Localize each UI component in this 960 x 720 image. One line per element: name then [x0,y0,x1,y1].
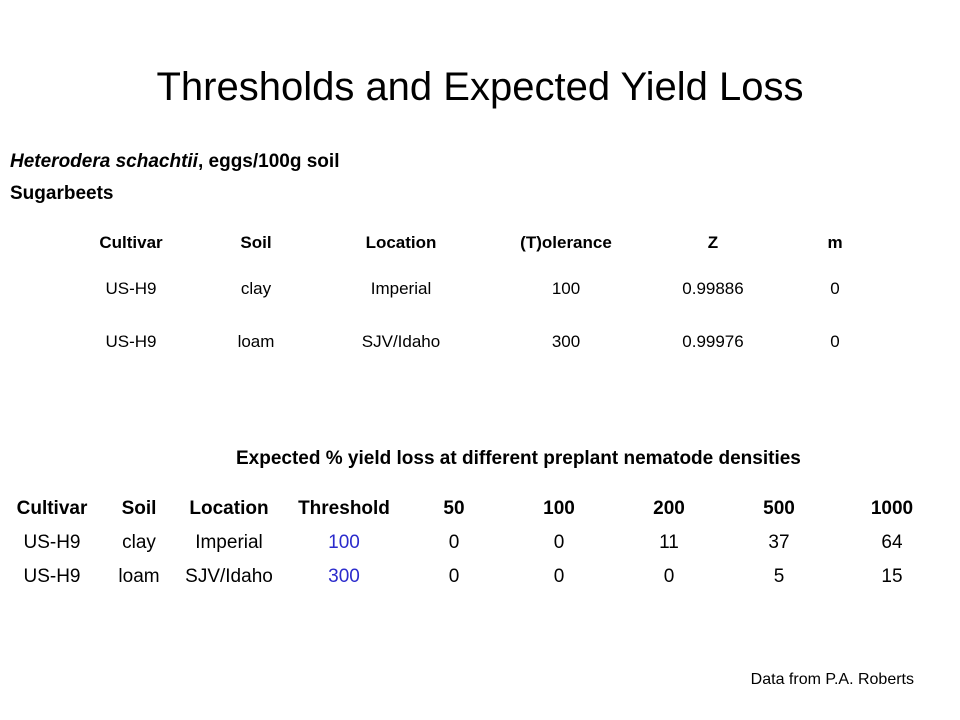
table-cell: clay [240,279,272,298]
table-cell: Imperial [370,279,432,298]
table-cell: US-H9 [105,332,157,351]
column-header-m: m [827,233,843,252]
table-cell: 64 [881,532,903,553]
table-cell: US-H9 [23,566,81,587]
column-header-z: Z [707,233,719,252]
table-row: US-H9 clay Imperial 100 0 0 11 37 64 [0,526,950,560]
column-header-cultivar: Cultivar [99,233,163,252]
table-cell: loam [237,332,275,351]
table-cell: loam [118,566,160,587]
table-cell: 11 [659,532,679,553]
page-title: Thresholds and Expected Yield Loss [156,65,804,109]
table-header-row: Cultivar Soil Location (T)olerance Z m [66,224,890,262]
column-header-density-50: 50 [443,498,465,519]
column-header-density-500: 500 [763,498,795,519]
column-header-density-1000: 1000 [870,498,914,519]
table-cell: SJV/Idaho [185,566,273,587]
column-header-soil: Soil [121,498,157,519]
table-row: US-H9 loam SJV/Idaho 300 0.99976 0 [66,316,890,368]
table-cell: 15 [881,566,903,587]
table-cell: 37 [768,532,790,553]
table-cell: 0 [830,332,840,351]
table-cell: 0 [553,566,565,587]
column-header-threshold: Threshold [298,498,390,519]
table-cell: US-H9 [105,279,157,298]
table-cell: 0.99886 [682,279,744,298]
species-name: Heterodera schachtii [10,151,198,172]
threshold-cell: 300 [328,566,360,587]
table-cell: 100 [551,279,581,298]
table-cell: 0 [830,279,840,298]
tolerance-parameters-table: Cultivar Soil Location (T)olerance Z m U… [66,224,890,368]
table-cell: 0 [553,532,565,553]
table-cell: clay [122,532,156,553]
column-header-cultivar: Cultivar [16,498,88,519]
table-cell: US-H9 [23,532,81,553]
table-cell: 0 [448,566,460,587]
threshold-cell: 100 [328,532,360,553]
table-row: US-H9 clay Imperial 100 0.99886 0 [66,262,890,316]
column-header-density-100: 100 [543,498,575,519]
yield-loss-table: Cultivar Soil Location Threshold 50 100 … [0,492,950,594]
table-cell: 5 [773,566,785,587]
table-header-row: Cultivar Soil Location Threshold 50 100 … [0,492,950,526]
crop-label: Sugarbeets [10,183,114,204]
table-cell: SJV/Idaho [361,332,441,351]
column-header-soil: Soil [240,233,272,252]
species-subtitle: Heterodera schachtii, eggs/100g soil [10,150,339,174]
column-header-density-200: 200 [653,498,685,519]
table-cell: 0.99976 [682,332,744,351]
column-header-location: Location [189,498,269,519]
table-cell: 300 [551,332,581,351]
table-row: US-H9 loam SJV/Idaho 300 0 0 0 5 15 [0,560,950,594]
column-header-location: Location [365,233,437,252]
column-header-tolerance: (T)olerance [520,233,612,252]
table-cell: Imperial [195,532,263,553]
yield-loss-caption: Expected % yield loss at different prepl… [236,448,801,469]
table-cell: 0 [663,566,675,587]
data-source-credit: Data from P.A. Roberts [750,671,914,688]
species-units: , eggs/100g soil [197,151,340,172]
table-cell: 0 [448,532,460,553]
